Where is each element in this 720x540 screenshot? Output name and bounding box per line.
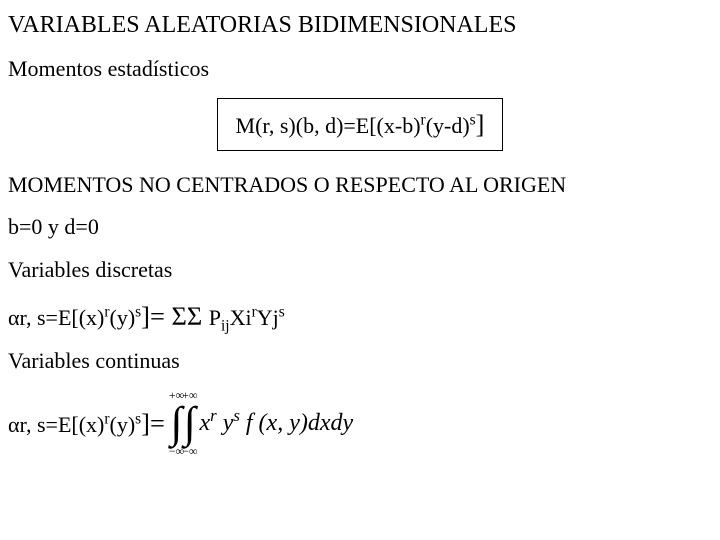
yj-symbol: Yj [257, 305, 279, 330]
continuous-formula: αr, s=E[(x)r(y)s]= +∞ ∫ −∞ +∞ ∫ −∞ xr ys… [8, 389, 712, 457]
integrand-y: y [223, 410, 234, 436]
continuous-heading: Variables continuas [8, 347, 712, 376]
formula-mid: (y-d) [426, 113, 470, 138]
discrete-heading: Variables discretas [8, 256, 712, 285]
section-heading: MOMENTOS NO CENTRADOS O RESPECTO AL ORIG… [8, 171, 712, 200]
int2-lower: −∞ [182, 445, 197, 457]
cont-lhs2: (y) [110, 412, 136, 437]
integrand-f: f (x, y)dxdy [240, 410, 353, 436]
alpha-symbol: α [8, 305, 20, 330]
yj-sup: s [279, 303, 285, 320]
double-integral: +∞ ∫ −∞ +∞ ∫ −∞ xr ys f (x, y)dxdy [169, 389, 353, 457]
discrete-lhs1: r, s=E[(x) [20, 305, 105, 330]
cont-lhs1: r, s=E[(x) [20, 412, 105, 437]
alpha-symbol-2: α [8, 412, 20, 437]
integrand: xr ys f (x, y)dxdy [196, 408, 354, 439]
subtitle: Momentos estadísticos [8, 55, 712, 84]
condition-text: b=0 y d=0 [8, 213, 712, 242]
formula-lhs: M(r, s)(b, d)=E[(x-b) [236, 113, 421, 138]
p-symbol: P [209, 305, 221, 330]
integrand-sup-r: r [210, 406, 217, 425]
integrand-x: x [200, 410, 211, 436]
xi-symbol: Xi [230, 305, 252, 330]
integral-sign-2: ∫ [184, 401, 196, 445]
cont-prefix: αr, s=E[(x)r(y)s]= [8, 406, 165, 440]
sub-ij: ij [221, 317, 230, 334]
boxed-formula: M(r, s)(b, d)=E[(x-b)r(y-d)s] [217, 98, 504, 151]
page-title: VARIABLES ALEATORIAS BIDIMENSIONALES [8, 10, 712, 41]
discrete-formula: αr, s=E[(x)r(y)s]= ΣΣ PijXirYjs [8, 299, 712, 333]
integral-sign-1: ∫ [170, 401, 182, 445]
formula-close: ] [476, 109, 485, 139]
cont-close: ]= [141, 408, 165, 438]
sum-symbols: ΣΣ [171, 301, 208, 331]
discrete-lhs2: (y) [110, 305, 136, 330]
discrete-close: ]= [141, 301, 171, 331]
